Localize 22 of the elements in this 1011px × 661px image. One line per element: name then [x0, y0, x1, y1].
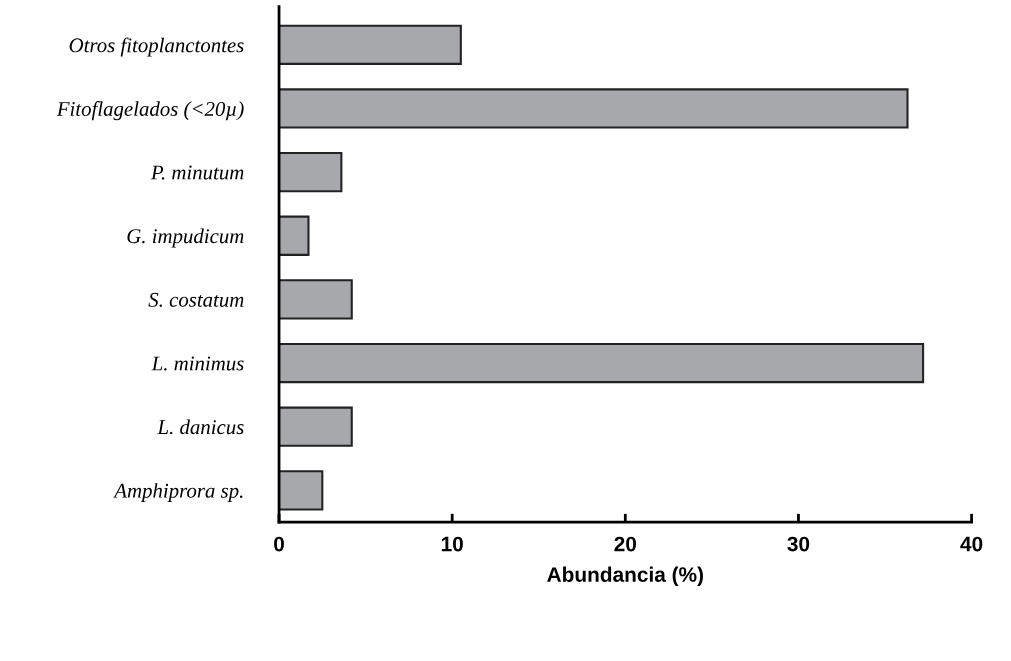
- y-tick-label: Otros fitoplanctontes: [69, 37, 244, 57]
- x-tick-label: 0: [274, 536, 284, 552]
- y-tick-label: S. costatum: [148, 292, 244, 307]
- bar: [279, 151, 343, 193]
- y-tick-label: G. impudicum: [127, 228, 244, 248]
- x-tick-label: 30: [787, 536, 810, 552]
- bar: [279, 470, 324, 511]
- x-tick-label: 40: [960, 536, 983, 552]
- x-tick-label: 20: [614, 536, 637, 552]
- y-tick-label: L. minimus: [151, 356, 244, 371]
- y-tick-label: L. danicus: [157, 419, 244, 435]
- x-axis-title: Abundancia (%): [547, 566, 703, 587]
- y-tick-label: P. minutum: [150, 165, 244, 180]
- bar: [279, 279, 353, 320]
- bar: [279, 88, 909, 129]
- y-tick-label: Fitoflagelados (<20µ): [56, 101, 244, 121]
- bar: [279, 24, 462, 65]
- bar: [279, 406, 353, 447]
- bar: [279, 215, 310, 256]
- y-tick-label: Amphiprora sp.: [113, 483, 243, 503]
- bar: [279, 342, 925, 384]
- x-tick-label: 10: [441, 536, 463, 552]
